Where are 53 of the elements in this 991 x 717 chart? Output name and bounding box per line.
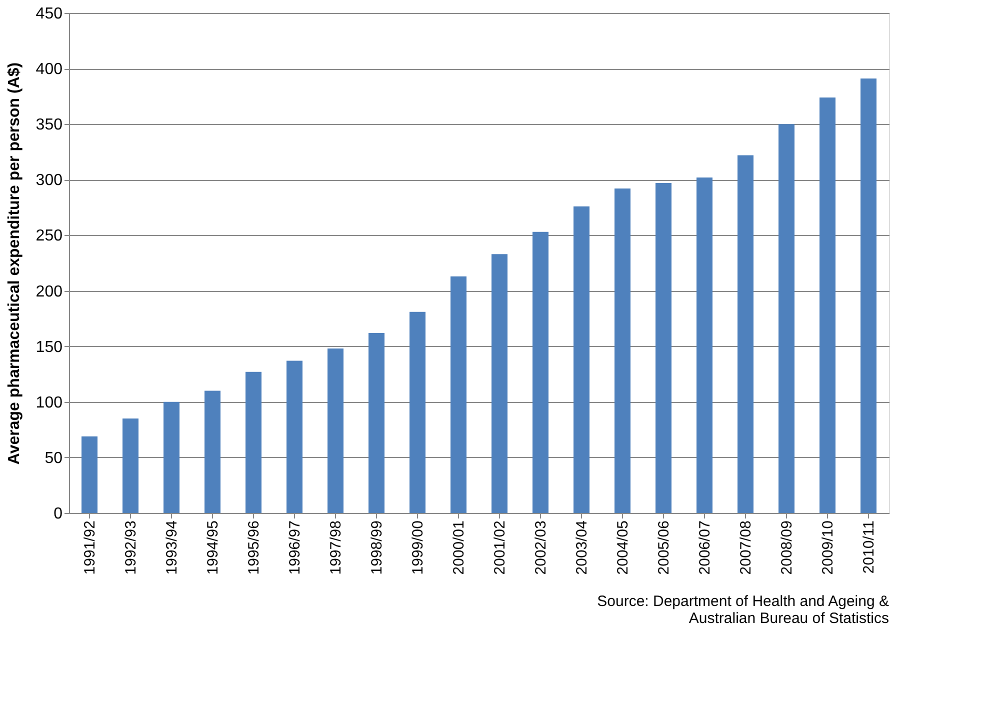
bar xyxy=(614,188,630,513)
x-tick-label: 2003/04 xyxy=(574,520,590,575)
bar xyxy=(122,418,138,513)
bar xyxy=(204,390,220,513)
y-tick-label: 0 xyxy=(54,506,63,522)
x-tick-label: 1995/96 xyxy=(246,520,262,575)
bar xyxy=(738,155,754,513)
bar xyxy=(860,78,876,513)
x-tick-label: 1994/95 xyxy=(204,520,222,575)
bar xyxy=(82,436,98,513)
x-tick-label: 1992/93 xyxy=(122,520,140,575)
x-tick-label: 2002/03 xyxy=(532,520,550,575)
x-tick-label: 1993/94 xyxy=(164,520,180,575)
y-tick-label: 200 xyxy=(36,283,63,300)
x-tick-label: 2001/02 xyxy=(492,520,508,575)
bar xyxy=(368,333,384,513)
bar xyxy=(492,254,508,513)
bar xyxy=(246,372,262,513)
x-tick-label: 2009/10 xyxy=(820,520,836,575)
bar xyxy=(574,206,590,513)
bar xyxy=(532,232,548,513)
x-tick-label: 2008/09 xyxy=(778,520,796,575)
y-tick-label: 450 xyxy=(36,6,63,22)
x-tick-label: 2010/11 xyxy=(860,520,878,574)
source-note: Source: Department of Health and Ageing & xyxy=(597,593,889,610)
y-tick-label: 250 xyxy=(36,228,63,245)
bar xyxy=(286,360,302,513)
x-tick-label: 1991/92 xyxy=(82,520,98,575)
y-tick-label: 150 xyxy=(36,338,63,356)
y-tick-label: 350 xyxy=(36,116,63,134)
x-tick-label: 1997/98 xyxy=(328,520,344,575)
x-tick-label: 2006/07 xyxy=(696,520,714,575)
bar xyxy=(778,124,794,513)
y-tick-label: 50 xyxy=(44,450,63,467)
bar xyxy=(164,402,180,513)
text: Australian Bureau of Statistics xyxy=(688,610,889,628)
bar xyxy=(696,177,712,513)
bar xyxy=(656,183,672,513)
x-tick-label: 1998/99 xyxy=(368,520,386,575)
bar xyxy=(328,348,344,513)
bar xyxy=(410,312,426,513)
x-tick-label: 1996/97 xyxy=(286,520,304,575)
bar xyxy=(820,97,836,513)
x-tick-label: 2007/08 xyxy=(738,520,754,575)
bar xyxy=(450,276,466,513)
x-tick-label: 2005/06 xyxy=(656,520,672,575)
x-tick-label: 1999/00 xyxy=(410,520,426,575)
y-tick-label: 100 xyxy=(36,394,63,412)
x-tick-label: 2000/01 xyxy=(450,520,468,575)
x-tick-label: 2004/05 xyxy=(614,520,632,575)
y-tick-label: 300 xyxy=(36,172,63,190)
y-tick-label: 400 xyxy=(36,61,63,78)
y-axis-title: Average pharmaceutical expenditure per person (A$) xyxy=(6,62,23,465)
